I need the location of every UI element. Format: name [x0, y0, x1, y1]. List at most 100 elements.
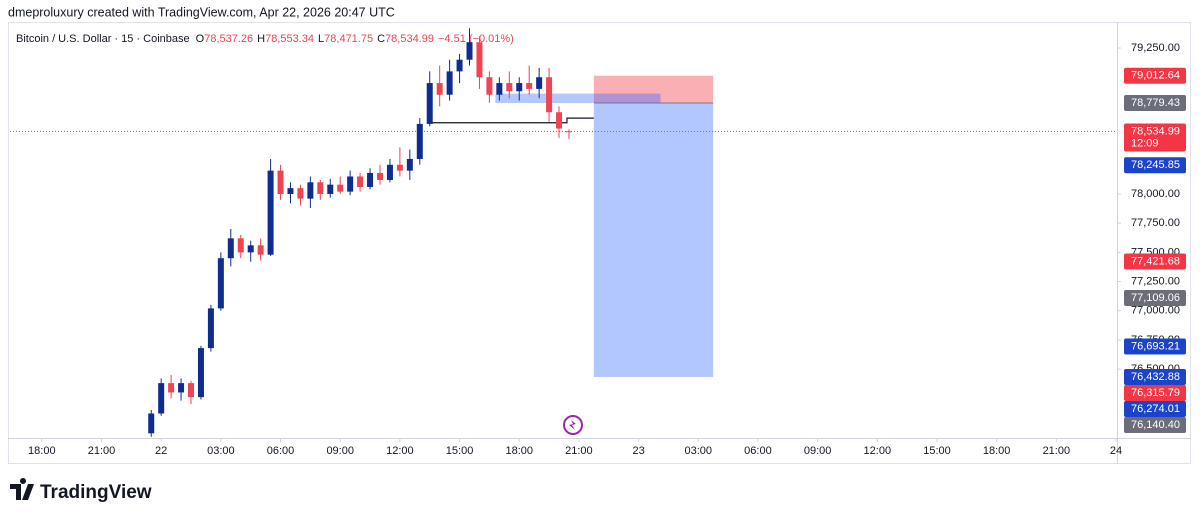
candle-body — [197, 348, 204, 398]
candle-body — [287, 188, 294, 194]
candle-body — [148, 413, 155, 434]
price-label: 77,421.68 — [1131, 255, 1180, 267]
brand: TradingView — [40, 482, 152, 503]
candle-body — [446, 71, 453, 95]
candle-body — [227, 238, 234, 259]
candle-body — [297, 188, 304, 199]
candle-body — [396, 164, 403, 171]
y-tick-label: 77,250.00 — [1131, 275, 1180, 287]
x-tick-label: 18:00 — [505, 445, 533, 457]
candle-body — [456, 59, 463, 72]
chart-frame — [8, 22, 1191, 464]
y-tick-label: 77,000.00 — [1131, 305, 1180, 317]
plot: 18:00 21:00 22 03:00 06:00 09:00 12:00 15:00 18:… — [10, 28, 1186, 457]
candle-body — [178, 383, 185, 393]
replay-icon — [563, 415, 583, 435]
candle-body — [565, 131, 572, 133]
candle-body — [347, 176, 354, 192]
symbol: Bitcoin / U.S. Dollar · 15 · Coinbase — [16, 33, 190, 45]
candle-body — [556, 112, 563, 129]
price-label-box — [1124, 400, 1186, 417]
candle-body — [426, 83, 433, 124]
legend-key: C — [377, 33, 385, 45]
price-label-box — [1124, 368, 1186, 385]
step-line — [429, 117, 594, 124]
price-label-box — [1124, 253, 1186, 270]
legend-key: O — [196, 33, 205, 45]
candle-body — [486, 77, 493, 95]
target-zone — [593, 102, 714, 377]
stop-zone — [593, 75, 714, 103]
candle-body — [357, 176, 364, 187]
y-tick-label: 77,750.00 — [1131, 217, 1180, 229]
icon-bolt — [569, 420, 576, 430]
price-label: 78,245.85 — [1131, 159, 1180, 171]
legend-value: 78,537.26 — [204, 33, 253, 45]
brand-logo: TradingView — [10, 478, 152, 503]
candle-body — [188, 383, 195, 398]
candle-body — [277, 170, 284, 194]
candle-body — [207, 308, 214, 349]
legend-key: L — [318, 33, 324, 45]
x-tick-label: 09:00 — [804, 445, 832, 457]
price-label: 79,012.64 — [1131, 70, 1180, 82]
x-tick-label: 03:00 — [207, 445, 235, 457]
candle-body — [466, 42, 473, 60]
price-countdown: 12:09 — [1131, 137, 1159, 149]
candle-body — [526, 83, 533, 89]
x-tick-label: 24 — [1110, 445, 1122, 457]
candle-body — [546, 77, 553, 113]
legend-change: −4.51 (−0.01%) — [438, 33, 514, 45]
price-label-box — [1124, 290, 1186, 307]
x-tick-label: 06:00 — [267, 445, 295, 457]
x-tick-label: 03:00 — [685, 445, 713, 457]
candle-body — [247, 245, 254, 253]
legend-value: 78,553.34 — [265, 33, 314, 45]
price-label: 76,315.79 — [1131, 387, 1180, 399]
candle-body — [367, 172, 374, 187]
y-tick-label: 78,000.00 — [1131, 188, 1180, 200]
price-label-box — [1124, 384, 1186, 401]
candle-body — [416, 123, 423, 159]
credit: dmeproluxury created with TradingView.co… — [8, 5, 395, 19]
price-label-box — [1124, 94, 1186, 111]
legend: Bitcoin / U.S. Dollar · 15 · Coinbase O78… — [16, 33, 514, 45]
candle-body — [496, 83, 503, 95]
x-tick-label: 23 — [632, 445, 644, 457]
candle-body — [516, 83, 523, 92]
price-label-box — [1124, 123, 1186, 152]
candle-body — [376, 172, 383, 180]
legend-value: 78,534.99 — [385, 33, 434, 45]
price-label-box — [1124, 416, 1186, 433]
candle-body — [337, 184, 344, 192]
price-label: 76,274.01 — [1131, 403, 1180, 415]
x-tick-label: 15:00 — [923, 445, 951, 457]
legend-text: Bitcoin / U.S. Dollar · 15 · Coinbase O78… — [16, 33, 514, 45]
legend-value: 78,471.75 — [324, 33, 373, 45]
candle-body — [257, 245, 264, 255]
x-tick-label: 22 — [155, 445, 167, 457]
price-label: 76,693.21 — [1131, 340, 1180, 352]
price-label-box — [1124, 338, 1186, 355]
price-label-box — [1124, 67, 1186, 84]
candle-body — [406, 158, 413, 171]
logo-mark — [10, 478, 34, 500]
x-tick-label: 21:00 — [565, 445, 593, 457]
x-tick-label: 15:00 — [446, 445, 474, 457]
candle-body — [386, 164, 393, 180]
highlight-zone — [495, 93, 661, 103]
candle-body — [536, 77, 543, 89]
y-tick-label: 79,250.00 — [1131, 42, 1180, 54]
x-tick-label: 18:00 — [983, 445, 1011, 457]
candle-body — [158, 383, 165, 414]
x-tick-label: 21:00 — [1043, 445, 1071, 457]
x-tick-label: 12:00 — [864, 445, 892, 457]
candle-body — [168, 383, 175, 393]
candle-body — [506, 83, 513, 92]
candle-body — [237, 238, 244, 253]
x-tick-label: 12:00 — [386, 445, 414, 457]
candle-body — [436, 83, 443, 95]
